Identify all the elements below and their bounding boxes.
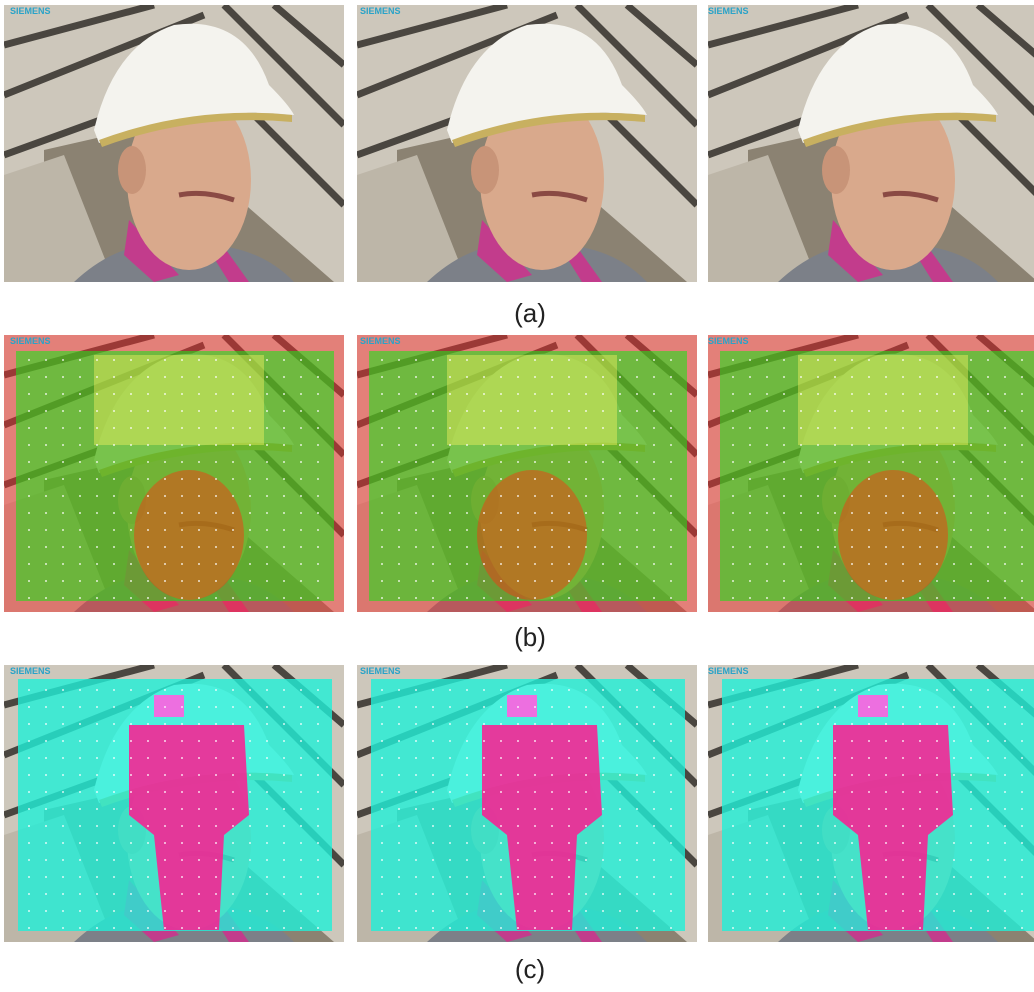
panel-label: (a) (514, 298, 546, 328)
logo: SIEMENS (360, 336, 401, 346)
frame: SIEMENS (4, 665, 344, 942)
frame: SIEMENS (357, 5, 697, 282)
scene (708, 5, 1034, 282)
motion-vectors (369, 351, 687, 601)
logo: SIEMENS (360, 6, 401, 16)
frame: SIEMENS (4, 335, 344, 612)
logo: SIEMENS (708, 336, 749, 346)
panel-label: (b) (514, 622, 546, 652)
motion-vectors (371, 679, 685, 931)
logo: SIEMENS (10, 336, 51, 346)
frame-image (357, 335, 697, 612)
frame-image (4, 665, 344, 942)
frame-image (708, 335, 1034, 612)
frame-image (4, 335, 344, 612)
scene (4, 5, 344, 282)
frame: SIEMENS (357, 665, 697, 942)
frame: SIEMENS (4, 5, 344, 282)
frame: SIEMENS (708, 665, 1034, 942)
logo: SIEMENS (708, 666, 749, 676)
frame-image (708, 665, 1034, 942)
motion-vectors (720, 351, 1034, 601)
frame: SIEMENS (708, 5, 1034, 282)
motion-vectors (722, 679, 1034, 931)
scene (357, 5, 697, 282)
motion-vectors (16, 351, 334, 601)
logo: SIEMENS (10, 6, 51, 16)
frame: SIEMENS (357, 335, 697, 612)
frame: SIEMENS (708, 335, 1034, 612)
figure: SIEMENS SIEMENS SIEMENS (a) SIEMENS SIEMENS SI… (0, 0, 1034, 987)
frame-image (357, 5, 697, 282)
frame-image (708, 5, 1034, 282)
frame-image (357, 665, 697, 942)
logo: SIEMENS (708, 6, 749, 16)
motion-vectors (18, 679, 332, 931)
panel-label: (c) (515, 954, 545, 984)
logo: SIEMENS (360, 666, 401, 676)
frame-image (4, 5, 344, 282)
logo: SIEMENS (10, 666, 51, 676)
